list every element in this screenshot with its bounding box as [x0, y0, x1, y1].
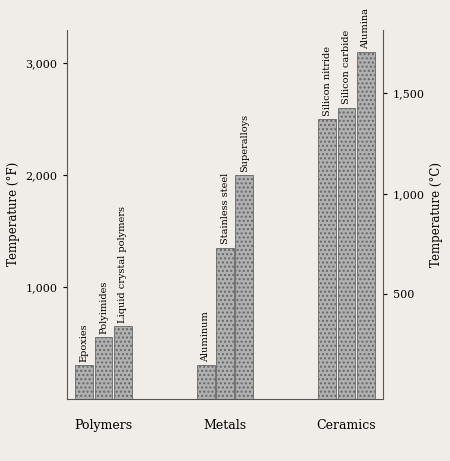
- Bar: [235, 175, 253, 399]
- Y-axis label: Temperature (°F): Temperature (°F): [7, 162, 20, 266]
- Bar: [318, 119, 336, 399]
- Bar: [216, 248, 234, 399]
- Bar: [76, 365, 93, 399]
- Bar: [94, 337, 112, 399]
- Bar: [357, 52, 374, 399]
- Text: Aluminum: Aluminum: [201, 311, 210, 362]
- Text: Alumina: Alumina: [361, 8, 370, 48]
- Text: Liquid crystal polymers: Liquid crystal polymers: [118, 206, 127, 323]
- Text: Polymers: Polymers: [75, 419, 133, 432]
- Text: Ceramics: Ceramics: [317, 419, 376, 432]
- Bar: [114, 326, 132, 399]
- Y-axis label: Temperature (°C): Temperature (°C): [430, 162, 443, 266]
- Bar: [197, 365, 215, 399]
- Text: Superalloys: Superalloys: [240, 113, 249, 171]
- Text: Polyimides: Polyimides: [99, 280, 108, 334]
- Text: Silicon nitride: Silicon nitride: [323, 46, 332, 116]
- Text: Metals: Metals: [203, 419, 247, 432]
- Text: Stainless steel: Stainless steel: [220, 173, 230, 244]
- Text: Silicon carbide: Silicon carbide: [342, 30, 351, 105]
- Text: Epoxies: Epoxies: [80, 323, 89, 362]
- Bar: [338, 108, 356, 399]
